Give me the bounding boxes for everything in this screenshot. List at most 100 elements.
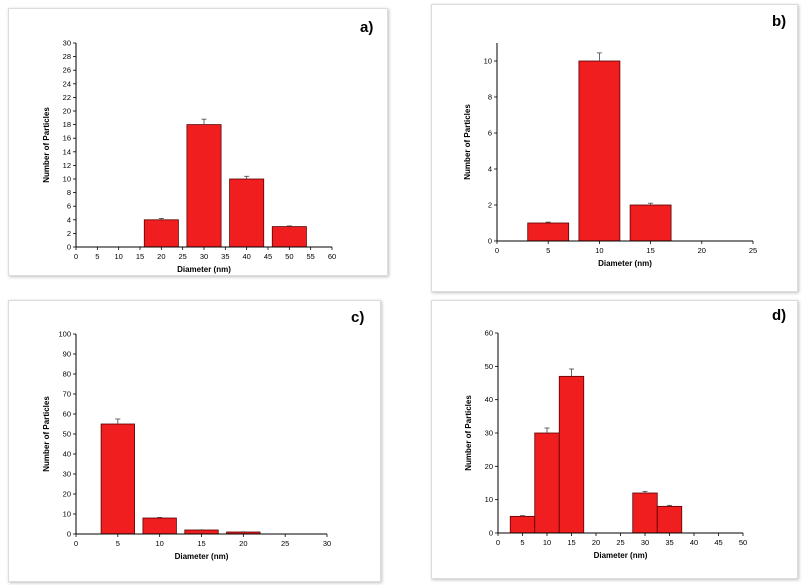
panel-label-a: a) [360,19,374,36]
x-tick-label-a-40: 40 [242,252,250,261]
y-tick-label-a-2: 2 [67,229,71,238]
y-tick-label-c-10: 10 [63,510,71,519]
x-axis-title-b: Diameter (nm) [598,259,652,268]
y-tick-label-c-30: 30 [63,470,71,479]
bar-a-20 [143,219,179,248]
y-tick-label-c-90: 90 [63,350,71,359]
y-tick-label-a-4: 4 [67,215,71,224]
chart-panel-d: 0 5 10 15 20 25 30 35 40 45 50 0 10 20 30 40 50 60 Diamete… [431,300,798,579]
panel-label-b: b) [772,13,787,30]
y-tick-label-d-60: 60 [485,329,493,338]
x-tick-label-c-20: 20 [239,539,247,548]
x-tick-label-d-30: 30 [641,538,649,547]
bar-a-50 [271,226,307,248]
chart-panel-a: 0 5 10 15 20 25 30 35 40 45 50 55 60 0 2 4 6 8 10 12 14 16 18 2… [8,8,388,276]
x-tick-label-b-15: 15 [646,246,654,255]
x-tick-label-c-5: 5 [116,539,120,548]
y-tick-label-d-30: 30 [485,429,493,438]
y-tick-label-a-30: 30 [63,39,71,48]
y-tick-label-a-18: 18 [63,120,71,129]
y-axis-title-c: Number of Particles [42,396,51,472]
y-tick-label-a-14: 14 [63,147,71,156]
y-tick-label-a-10: 10 [63,175,71,184]
x-tick-label-a-45: 45 [264,252,272,261]
histogram-c: 0 5 10 15 20 25 30 0 10 20 30 40 50 60 70 80 90 100 Diamet… [42,330,331,562]
x-tick-label-d-20: 20 [592,538,600,547]
y-tick-label-b-0: 0 [488,237,492,246]
x-tick-label-a-25: 25 [178,252,186,261]
x-tick-label-a-20: 20 [157,252,165,261]
y-tick-label-c-60: 60 [63,410,71,419]
bar-b-15 [629,204,672,242]
y-tick-label-c-20: 20 [63,490,71,499]
bar-c-5 [100,423,135,535]
x-tick-label-c-0: 0 [74,539,78,548]
y-tick-label-c-50: 50 [63,430,71,439]
bar-a-30 [186,124,222,248]
y-axis-title-d: Number of Particles [464,395,473,471]
histogram-a: 0 5 10 15 20 25 30 35 40 45 50 55 600246810121416182… [42,39,336,275]
bar-c-15 [184,529,219,535]
x-tick-label-a-30: 30 [200,252,208,261]
x-tick-label-a-55: 55 [306,252,314,261]
y-tick-label-d-50: 50 [485,362,493,371]
x-tick-label-c-30: 30 [323,539,331,548]
x-tick-label-d-35: 35 [665,538,673,547]
y-tick-label-a-6: 6 [67,202,71,211]
x-axis-title-a: Diameter (nm) [177,265,231,274]
x-tick-label-d-45: 45 [714,538,722,547]
y-tick-label-b-10: 10 [484,57,492,66]
bar-c-10 [142,517,177,535]
x-tick-label-b-20: 20 [698,246,706,255]
x-tick-label-a-35: 35 [221,252,229,261]
x-tick-label-a-50: 50 [285,252,293,261]
y-tick-label-d-10: 10 [485,495,493,504]
bar-d-35 [656,505,683,534]
x-tick-label-a-15: 15 [136,252,144,261]
y-axis-title-b: Number of Particles [463,104,472,180]
y-tick-label-a-8: 8 [67,188,71,197]
x-axis-title-c: Diameter (nm) [175,552,229,561]
chart-panel-c: 0 5 10 15 20 25 30 0 10 20 30 40 50 60 70 80 90 100 Diamet… [8,300,381,582]
y-tick-label-c-70: 70 [63,390,71,399]
bar-d-15 [558,375,585,534]
x-tick-label-c-15: 15 [197,539,205,548]
panel-label-c: c) [351,309,365,326]
y-tick-label-c-100: 100 [58,330,71,339]
x-tick-label-c-25: 25 [281,539,289,548]
y-tick-label-b-6: 6 [488,129,492,138]
y-tick-label-a-26: 26 [63,66,71,75]
y-tick-label-d-0: 0 [489,529,493,538]
y-tick-label-a-0: 0 [67,243,71,252]
x-tick-label-b-10: 10 [595,246,603,255]
y-tick-label-d-20: 20 [485,462,493,471]
x-axis-title-d: Diameter (nm) [594,551,648,560]
y-tick-label-c-0: 0 [67,530,71,539]
bar-b-5 [527,222,570,242]
x-tick-label-d-10: 10 [543,538,551,547]
y-tick-label-a-28: 28 [63,52,71,61]
y-tick-label-c-80: 80 [63,370,71,379]
bar-d-10 [534,432,560,534]
x-tick-label-b-25: 25 [749,246,757,255]
x-tick-label-d-15: 15 [567,538,575,547]
bar-a-40 [229,178,265,248]
y-tick-label-a-20: 20 [63,107,71,116]
histogram-d: 0 5 10 15 20 25 30 35 40 45 50 0 10 20 30 40 50 60 Diamete… [464,329,747,561]
bar-b-10 [578,60,621,242]
x-tick-label-a-5: 5 [95,252,99,261]
x-tick-label-d-0: 0 [496,538,500,547]
y-tick-label-c-40: 40 [63,450,71,459]
histogram-b: 0 5 10 15 20 25 0 2 4 6 8 10 Diameter (nm) Number of … [463,43,757,268]
y-tick-label-b-2: 2 [488,201,492,210]
x-tick-label-d-5: 5 [520,538,524,547]
bar-d-30 [632,492,658,534]
y-tick-label-a-22: 22 [63,93,71,102]
y-tick-label-d-40: 40 [485,395,493,404]
x-tick-label-b-0: 0 [495,246,499,255]
y-axis-title-a: Number of Particles [42,107,51,183]
x-tick-label-c-10: 10 [155,539,163,548]
x-tick-label-d-25: 25 [616,538,624,547]
x-tick-label-d-40: 40 [690,538,698,547]
x-tick-label-d-50: 50 [739,538,747,547]
